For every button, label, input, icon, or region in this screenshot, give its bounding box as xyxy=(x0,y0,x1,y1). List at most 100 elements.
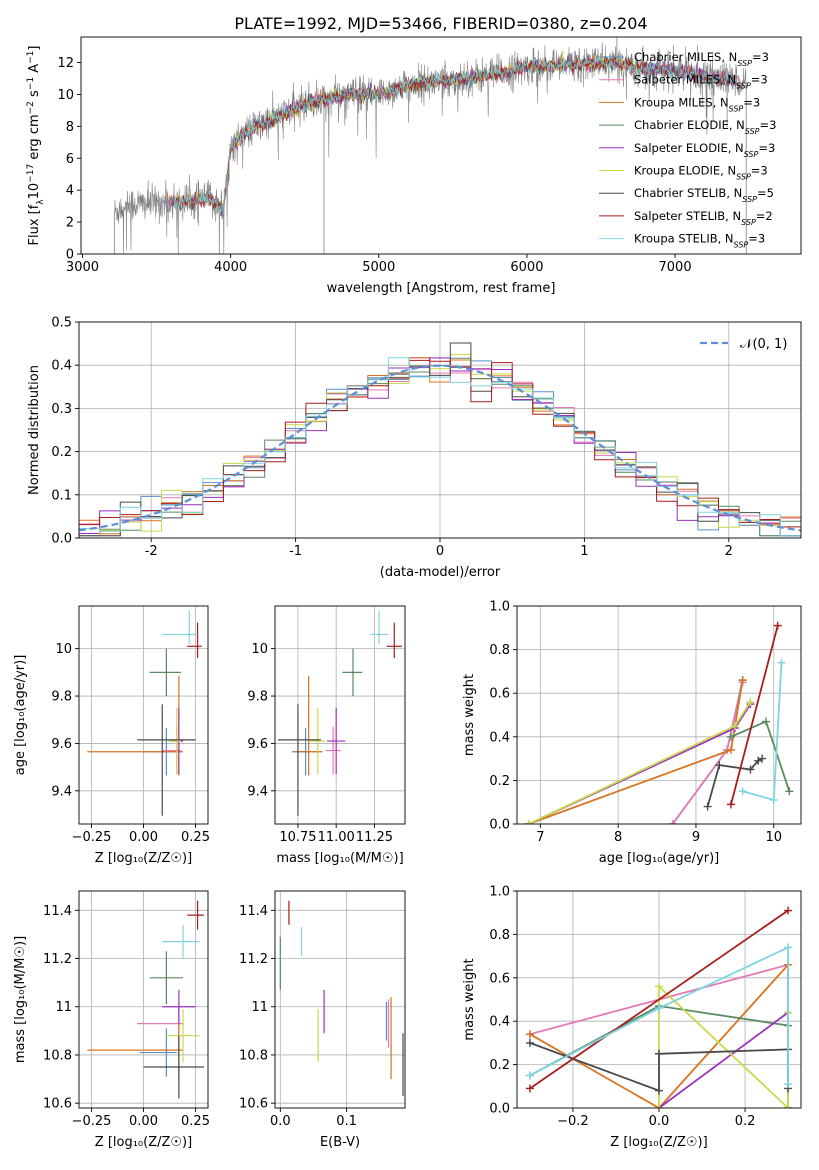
x-axis-label: wavelength [Angstrom, rest frame] xyxy=(327,281,556,296)
y-tick-label: 10 xyxy=(57,88,74,103)
y-tick-label: 0.2 xyxy=(51,445,72,460)
x-tick-label: 0 xyxy=(436,544,444,559)
plus-marker xyxy=(703,802,712,811)
plus-marker xyxy=(655,1104,663,1108)
y-tick-label: 0.5 xyxy=(51,316,72,331)
legend-label: Salpeter ELODIE, NSSP=3 xyxy=(634,141,775,159)
legend-label: Chabrier ELODIE, NSSP=3 xyxy=(634,118,776,136)
legend-label: Chabrier MILES, NSSP=3 xyxy=(634,50,769,68)
errorbar-kroupa-miles xyxy=(87,675,184,776)
panel-residuals: -2 -1 0 1 2 0.0 0.1 0.2 0.3 0.4 0.5 (data-model)/er… xyxy=(27,316,802,580)
legend-label: Salpeter STELIB, NSSP=2 xyxy=(634,209,773,227)
y-tick-label: 0 xyxy=(66,248,74,263)
spectrum-legend: Chabrier MILES, NSSP=3 Salpeter MILES, NS… xyxy=(599,50,776,249)
y-tick-label: 10.6 xyxy=(239,1097,268,1112)
errorbar-salpeter-stelib xyxy=(187,622,202,659)
plus-marker xyxy=(726,732,735,741)
y-tick-label: 11.4 xyxy=(43,904,72,919)
x-tick-label: 8 xyxy=(614,830,622,845)
residuals-plot-area xyxy=(79,322,801,538)
y-tick-label: 0.3 xyxy=(51,402,72,417)
y-tick-label: 12 xyxy=(57,56,74,71)
plus-marker xyxy=(655,1004,663,1013)
figure-title: PLATE=1992, MJD=53466, FIBERID=0380, z=0… xyxy=(234,14,647,33)
plus-marker xyxy=(784,906,793,915)
y-axis-label: mass weight xyxy=(462,674,477,756)
errorbar-salpeter-miles xyxy=(137,1004,184,1043)
spectrum-y-axis-label: Flux [fλ10−17 erg cm−2 s−1 A−1] xyxy=(26,46,46,246)
errorbar-kroupa-elodie xyxy=(308,707,326,775)
errorbar-kroupa-miles xyxy=(87,1021,184,1080)
x-tick-label: 3000 xyxy=(66,260,99,275)
y-tick-label: 10 xyxy=(55,642,72,657)
plus-marker xyxy=(784,1080,793,1089)
series-line xyxy=(658,1011,789,1108)
y-axis-label: age [log₁₀(age/yr)] xyxy=(13,655,28,776)
y-tick-label: 9.6 xyxy=(247,737,268,752)
plus-marker xyxy=(769,796,778,805)
mass_weight_vs_age-frame xyxy=(516,605,802,825)
plus-marker xyxy=(784,943,793,952)
series-line xyxy=(730,720,791,792)
x-tick-label: -1 xyxy=(289,544,302,559)
legend-label: Kroupa STELIB, NSSP=3 xyxy=(634,232,765,250)
y-axis-label: mass weight xyxy=(462,958,477,1040)
y-tick-label: 10.6 xyxy=(43,1097,72,1112)
mass-weight-series-kroupa-stelib xyxy=(525,943,793,1089)
y-tick-label: 10.8 xyxy=(43,1048,72,1063)
y-tick-label: 1.0 xyxy=(489,885,510,900)
plus-marker xyxy=(655,1049,663,1058)
x-tick-label: 7 xyxy=(536,830,544,845)
plus-marker xyxy=(777,658,786,667)
errorbar-chabrier-stelib xyxy=(278,704,321,816)
mass-weight-series-kroupa-elodie xyxy=(524,697,755,824)
y-tick-label: 0.6 xyxy=(489,971,510,986)
plus-marker xyxy=(730,721,739,730)
x-tick-label: 11.25 xyxy=(356,830,393,845)
plus-marker xyxy=(525,1030,534,1039)
plus-marker xyxy=(746,765,755,774)
y-tick-label: 9.6 xyxy=(51,737,72,752)
x-tick-label: 0.00 xyxy=(129,1114,158,1129)
y-tick-label: 0.4 xyxy=(489,730,510,745)
y-tick-label: 11.2 xyxy=(43,952,72,967)
legend-label: Kroupa MILES, NSSP=3 xyxy=(634,95,760,113)
plus-marker xyxy=(525,1071,534,1080)
plus-marker xyxy=(758,754,767,763)
plus-marker xyxy=(655,1086,663,1095)
mass-weight-series-chabrier-elodie xyxy=(726,717,794,796)
errorbar-kroupa-elodie xyxy=(166,1009,200,1063)
x-tick-label: 9 xyxy=(692,830,700,845)
x-tick-label: 0.0 xyxy=(649,1114,670,1129)
panel-mass_weight_vs_age: 7 8 9 10 0.0 0.2 0.4 0.6 0.8 1.0 age [log₁₀(age/yr… xyxy=(462,600,802,866)
errorbar-salpeter-elodie xyxy=(162,989,196,1024)
plus-marker xyxy=(785,787,794,796)
x-axis-label: Z [log₁₀(Z/Z☉)] xyxy=(610,1135,707,1150)
y-tick-label: 0.2 xyxy=(489,774,510,789)
plus-marker xyxy=(738,676,747,685)
x-tick-label: 0.1 xyxy=(336,1114,357,1129)
x-tick-label: −0.25 xyxy=(72,1114,112,1129)
y-tick-label: 9.8 xyxy=(247,690,268,705)
errorbar-salpeter-elodie xyxy=(327,707,346,775)
plus-marker xyxy=(746,697,755,706)
x-axis-label: mass [log₁₀(M/M☉)] xyxy=(276,851,403,866)
mass-weight-series-kroupa-miles xyxy=(524,676,747,824)
plus-marker xyxy=(773,621,782,630)
y-tick-label: 11.2 xyxy=(239,952,268,967)
y-tick-label: 0.6 xyxy=(489,687,510,702)
panel-spectrum: 3000 4000 5000 6000 7000 0 2 4 6 8 10 12 wavelength … xyxy=(26,36,802,296)
mass_vs_ebv-frame xyxy=(274,890,406,1109)
histogram-kroupa-stelib xyxy=(79,357,801,537)
y-tick-label: 6 xyxy=(66,152,74,167)
x-axis-label: Z [log₁₀(Z/Z☉)] xyxy=(95,1135,192,1150)
errorbar-kroupa-elodie xyxy=(168,707,181,775)
x-tick-label: 0.25 xyxy=(181,830,210,845)
x-axis-label: (data-model)/error xyxy=(380,565,501,580)
plus-marker xyxy=(715,761,724,770)
errorbar-chabrier-stelib xyxy=(143,1035,204,1099)
legend-label: Kroupa ELODIE, NSSP=3 xyxy=(634,164,768,182)
panel-age_vs_mass: 10.75 11.00 11.25 9.4 9.6 9.8 10 mass [log₁₀(M/… xyxy=(247,605,406,866)
y-tick-label: 0.0 xyxy=(489,818,510,833)
plus-marker xyxy=(761,717,770,726)
